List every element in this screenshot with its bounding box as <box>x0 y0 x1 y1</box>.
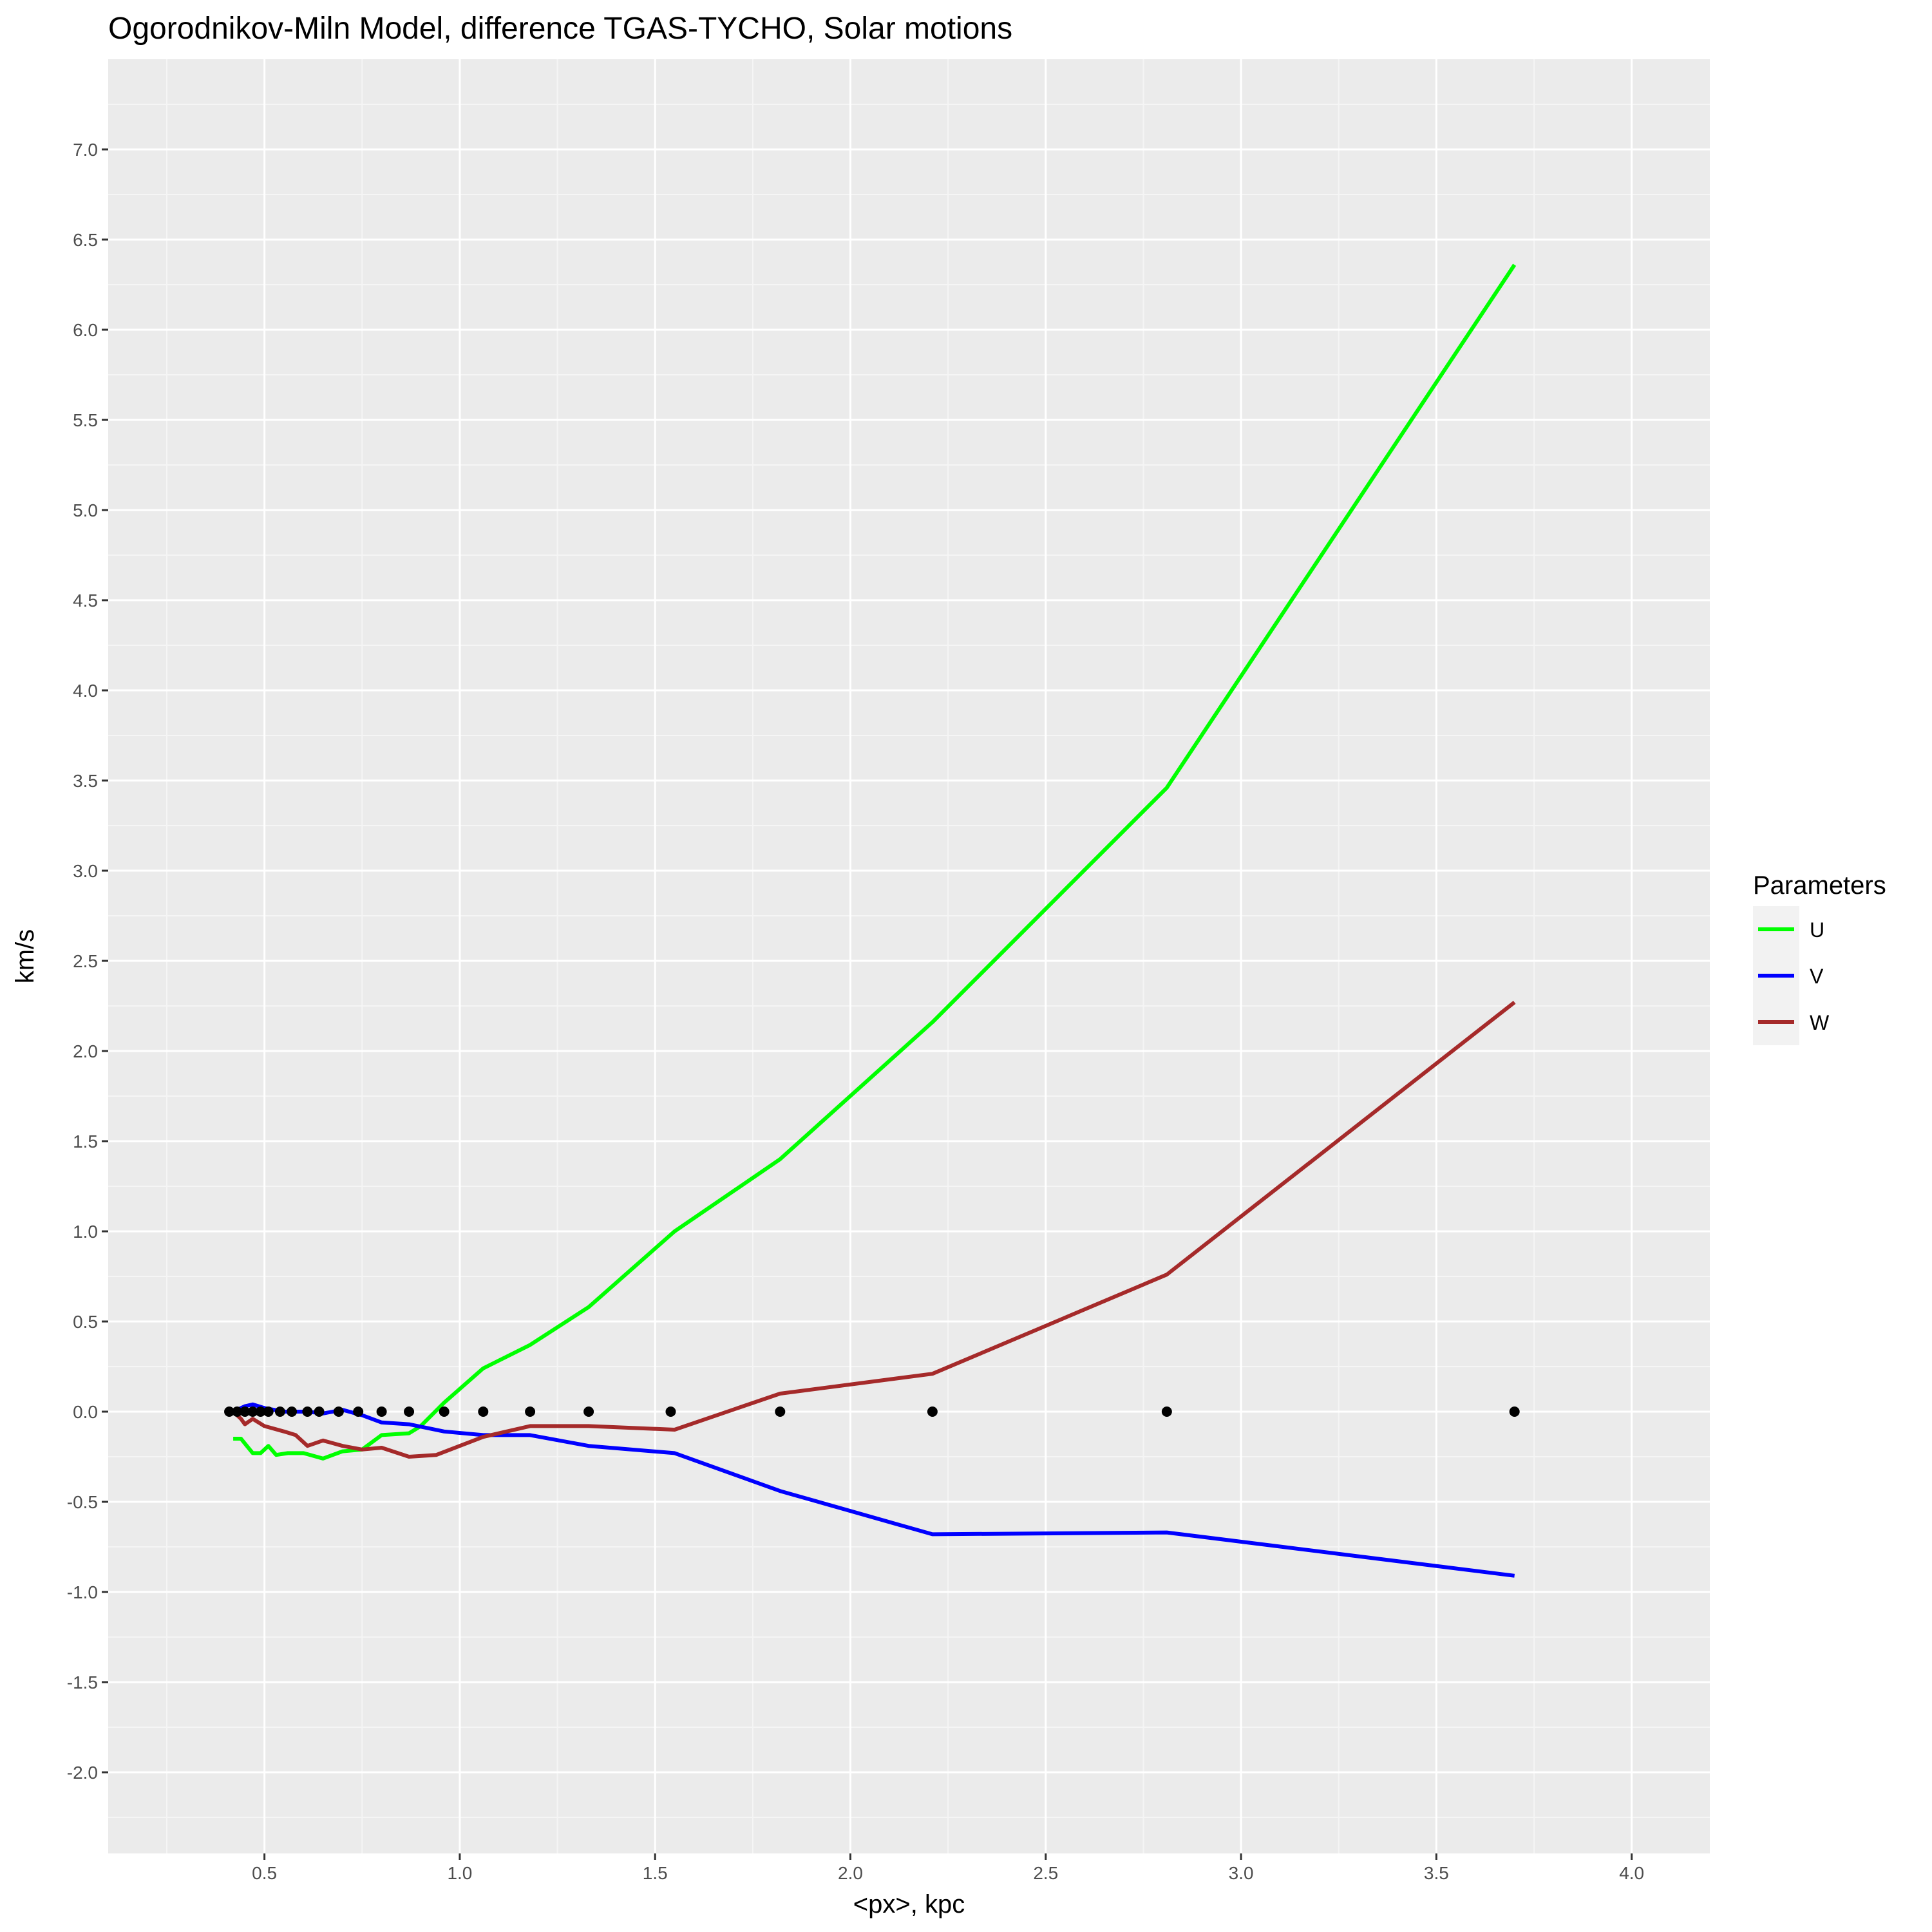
y-tick-label: 1.0 <box>73 1222 98 1242</box>
y-tick-label: 4.5 <box>73 591 98 611</box>
x-axis: 0.5 1.0 1.5 2.0 2.5 3.0 3.5 4.0 <box>252 1853 1644 1883</box>
legend-label-W: W <box>1810 1011 1830 1034</box>
data-point <box>287 1406 298 1417</box>
y-tick-label: 0.0 <box>73 1402 98 1422</box>
x-tick-label: 2.5 <box>1033 1863 1058 1883</box>
data-point <box>775 1406 786 1417</box>
x-tick-label: 2.0 <box>838 1863 863 1883</box>
data-point <box>376 1406 387 1417</box>
y-tick-label: 5.0 <box>73 500 98 520</box>
series-line-W <box>232 1001 1516 1459</box>
y-axis-title: km/s <box>11 929 39 983</box>
y-tick-label: -0.5 <box>67 1492 98 1512</box>
data-point <box>353 1406 364 1417</box>
data-point <box>232 1406 243 1417</box>
data-point <box>927 1406 938 1417</box>
major-gridlines <box>108 59 1710 1853</box>
y-tick-label: 0.5 <box>73 1312 98 1332</box>
data-point <box>665 1406 676 1417</box>
data-point <box>404 1406 415 1417</box>
y-tick-label: 2.5 <box>73 951 98 971</box>
y-tick-label: -1.5 <box>67 1672 98 1692</box>
y-tick-label: 3.0 <box>73 861 98 881</box>
chart-title: Ogorodnikov-Miln Model, difference TGAS-… <box>108 12 1012 46</box>
x-tick-label: 3.0 <box>1229 1863 1254 1883</box>
data-point <box>263 1406 274 1417</box>
y-tick-label: 4.0 <box>73 681 98 701</box>
minor-gridlines <box>108 59 1710 1853</box>
data-point <box>255 1406 266 1417</box>
y-tick-label: 7.0 <box>73 140 98 160</box>
data-points <box>224 1406 1520 1417</box>
y-tick-label: 1.5 <box>73 1132 98 1151</box>
y-tick-label: 6.5 <box>73 230 98 250</box>
x-tick-label: 3.5 <box>1424 1863 1449 1883</box>
data-point <box>333 1406 344 1417</box>
x-axis-title: <px>, kpc <box>853 1890 965 1918</box>
legend-label-U: U <box>1810 918 1824 942</box>
data-point <box>240 1406 251 1417</box>
y-tick-label: 3.5 <box>73 771 98 791</box>
y-axis: -2.0 -1.5 -1.0 -0.5 0.0 0.5 1.0 1.5 2.0 2.5 3.0 3.5… <box>67 140 108 1783</box>
data-point <box>439 1406 450 1417</box>
legend: Parameters UVW <box>1753 871 1886 1045</box>
y-tick-label: -1.0 <box>67 1582 98 1602</box>
legend-title: Parameters <box>1753 871 1886 900</box>
x-tick-label: 1.5 <box>643 1863 668 1883</box>
data-point <box>314 1406 325 1417</box>
plot-panel <box>108 59 1710 1853</box>
data-point <box>1161 1406 1172 1417</box>
y-tick-label: -2.0 <box>67 1763 98 1783</box>
legend-label-V: V <box>1810 965 1824 988</box>
y-tick-label: 5.5 <box>73 410 98 430</box>
data-point <box>302 1406 313 1417</box>
series-line-U <box>233 263 1517 1461</box>
y-tick-label: 6.0 <box>73 320 98 340</box>
x-tick-label: 4.0 <box>1619 1863 1644 1883</box>
data-point <box>247 1406 258 1417</box>
x-tick-label: 1.0 <box>447 1863 472 1883</box>
data-point <box>274 1406 285 1417</box>
data-point <box>583 1406 594 1417</box>
data-point <box>478 1406 489 1417</box>
data-point <box>525 1406 536 1417</box>
x-tick-label: 0.5 <box>252 1863 277 1883</box>
y-tick-label: 2.0 <box>73 1041 98 1061</box>
data-point <box>224 1406 235 1417</box>
data-point <box>1509 1406 1520 1417</box>
